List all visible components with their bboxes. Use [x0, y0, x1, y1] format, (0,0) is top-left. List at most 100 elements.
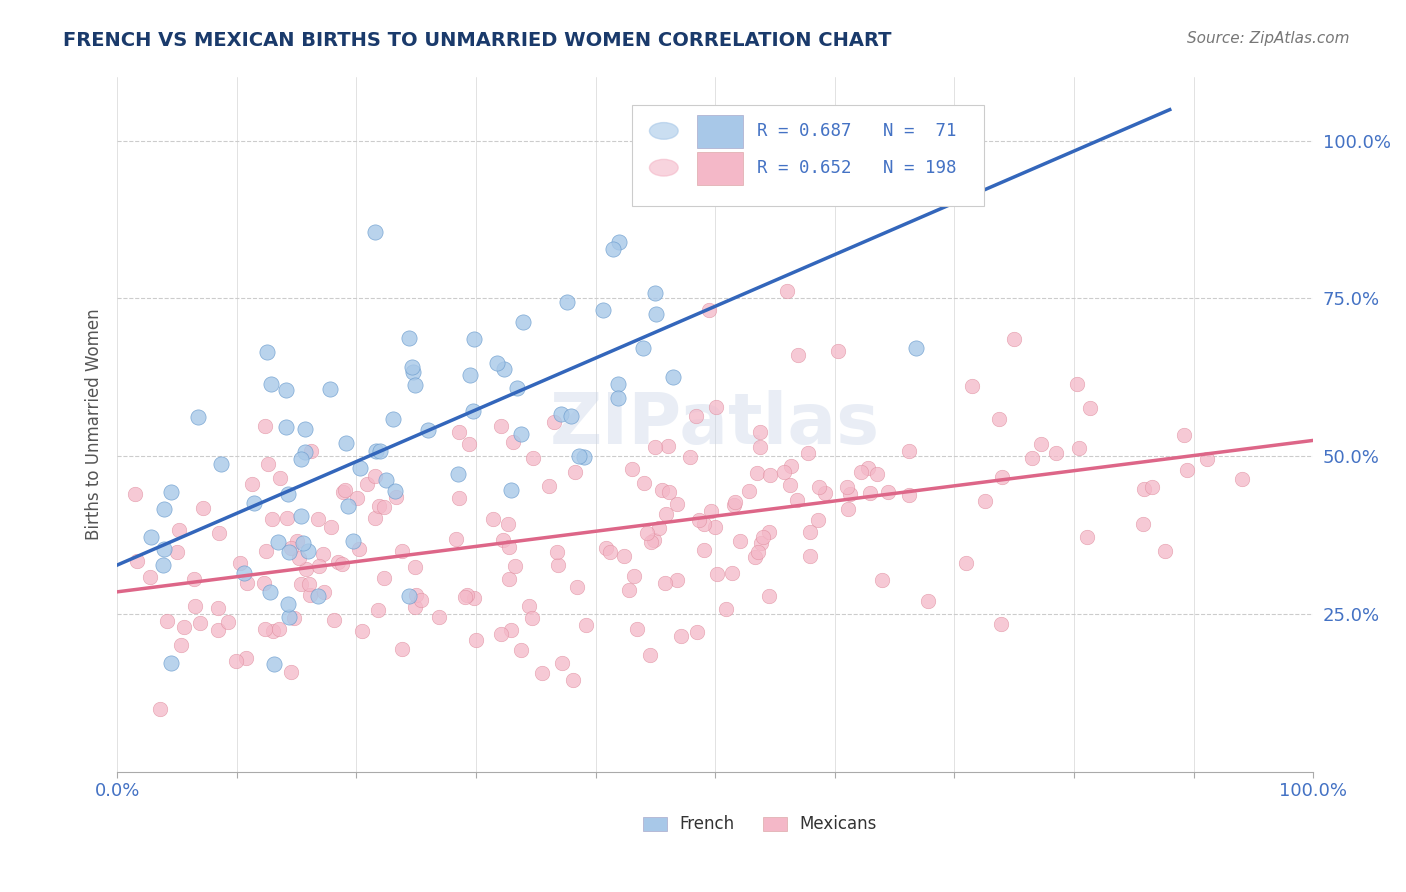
Point — [183, 572, 205, 586]
Point — [254, 543, 277, 558]
Point — [1078, 401, 1101, 416]
Point — [401, 359, 423, 374]
Point — [797, 446, 820, 460]
Point — [368, 444, 391, 458]
Point — [460, 368, 482, 383]
Point — [416, 423, 439, 437]
Point — [294, 422, 316, 436]
Point — [655, 507, 678, 521]
Point — [236, 576, 259, 591]
Point — [276, 510, 298, 524]
Point — [277, 487, 299, 501]
Point — [356, 477, 378, 491]
Point — [530, 665, 553, 680]
Y-axis label: Births to Unmarried Women: Births to Unmarried Women — [86, 309, 103, 541]
Point — [294, 444, 316, 458]
Point — [654, 576, 676, 591]
Point — [502, 434, 524, 449]
Point — [657, 439, 679, 453]
Point — [955, 556, 977, 570]
Point — [665, 573, 688, 587]
Point — [398, 331, 420, 345]
Point — [602, 242, 624, 256]
Point — [1173, 427, 1195, 442]
Point — [617, 582, 640, 597]
Point — [510, 643, 533, 657]
Point — [364, 225, 387, 239]
Point — [1153, 543, 1175, 558]
Point — [485, 356, 508, 370]
Point — [235, 650, 257, 665]
Point — [917, 594, 939, 608]
Point — [260, 512, 283, 526]
Point — [295, 562, 318, 576]
Point — [595, 541, 617, 555]
Point — [243, 496, 266, 510]
Point — [141, 530, 163, 544]
Point — [499, 624, 522, 638]
Point — [776, 284, 799, 298]
Point — [240, 477, 263, 491]
Point — [644, 440, 666, 454]
Circle shape — [650, 122, 678, 139]
Point — [748, 440, 770, 454]
Point — [621, 462, 644, 476]
Point — [404, 377, 426, 392]
Point — [575, 618, 598, 632]
Point — [170, 638, 193, 652]
Point — [274, 419, 297, 434]
Point — [323, 613, 346, 627]
FancyBboxPatch shape — [631, 105, 984, 206]
Point — [640, 648, 662, 662]
Point — [160, 484, 183, 499]
Point — [1142, 480, 1164, 494]
Text: R = 0.652   N = 198: R = 0.652 N = 198 — [756, 159, 956, 177]
Point — [779, 478, 801, 492]
Point — [446, 532, 468, 546]
Point — [1045, 446, 1067, 460]
Point — [546, 544, 568, 558]
Point — [373, 571, 395, 585]
Point — [759, 467, 782, 482]
Point — [253, 622, 276, 636]
Point — [744, 549, 766, 564]
Point — [269, 623, 291, 637]
Point — [827, 131, 849, 145]
Point — [799, 525, 821, 540]
Point — [299, 588, 322, 602]
Point — [1021, 450, 1043, 465]
Point — [207, 600, 229, 615]
Point — [509, 427, 531, 442]
Point — [837, 501, 859, 516]
Point — [277, 610, 299, 624]
Point — [866, 467, 889, 481]
Point — [564, 466, 586, 480]
Point — [290, 577, 312, 591]
Point — [299, 444, 322, 458]
Text: Mexicans: Mexicans — [799, 815, 876, 833]
Point — [562, 673, 585, 688]
Point — [506, 381, 529, 395]
Bar — [763, 817, 787, 831]
Point — [551, 656, 574, 670]
Point — [391, 544, 413, 558]
Point — [280, 665, 302, 679]
Point — [555, 295, 578, 310]
Point — [723, 498, 745, 512]
Point — [990, 616, 1012, 631]
Point — [522, 450, 544, 465]
Point — [285, 534, 308, 549]
Point — [599, 545, 621, 559]
Point — [721, 566, 744, 581]
Point — [651, 483, 673, 497]
Point — [728, 533, 751, 548]
Point — [342, 533, 364, 548]
Point — [153, 542, 176, 557]
Point — [749, 536, 772, 550]
Point — [780, 459, 803, 474]
Point — [787, 347, 810, 361]
Point — [503, 559, 526, 574]
Point — [330, 558, 353, 572]
Point — [685, 409, 707, 424]
Point — [714, 602, 737, 616]
